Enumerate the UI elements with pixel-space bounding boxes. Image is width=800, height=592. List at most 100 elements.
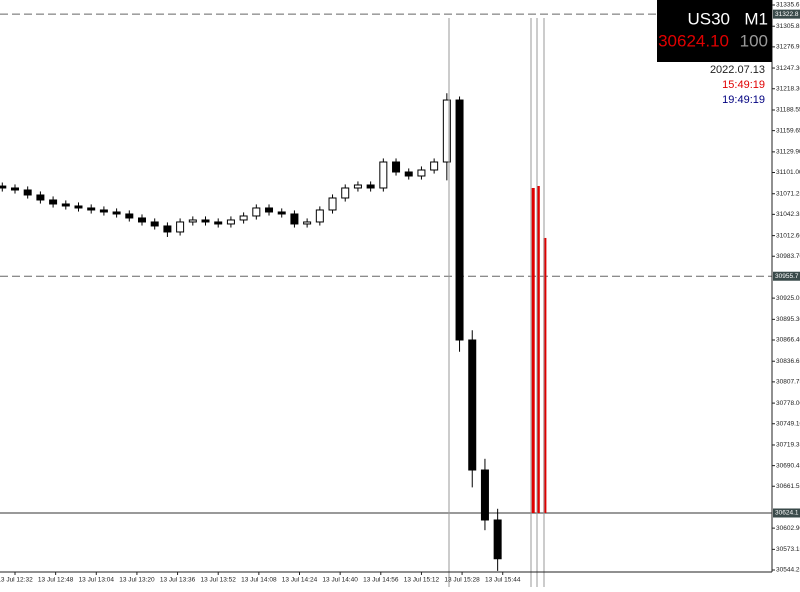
candle-body [10, 187, 19, 191]
timeframe: M1 [744, 9, 768, 28]
candle-body [404, 171, 413, 177]
y-tick-label: 31101.00 [776, 169, 800, 176]
level-label-box [773, 508, 800, 518]
candle-body [265, 207, 274, 213]
candle-body [353, 184, 362, 189]
y-tick-label: 30602.90 [776, 525, 800, 532]
x-tick-label: 13 Jul 12:48 [38, 577, 74, 584]
y-tick-label: 31335.6 [776, 2, 800, 9]
x-tick-label: 13 Jul 14:24 [282, 577, 318, 584]
bid-price: 30624.10 [658, 31, 729, 50]
candle-body [277, 211, 286, 215]
y-tick-label: 31305.85 [776, 23, 800, 30]
candle-body [99, 209, 108, 213]
local-time: 15:49:19 [722, 79, 765, 91]
candle-body [392, 161, 401, 173]
candle-body [442, 99, 451, 163]
candle-body [61, 203, 70, 207]
date: 2022.07.13 [710, 64, 765, 76]
y-tick-label: 30778.00 [776, 400, 800, 407]
candle-body [341, 187, 350, 199]
candle-body [201, 219, 210, 223]
server-time: 19:49:19 [722, 94, 765, 106]
spread: 100 [740, 31, 768, 50]
x-tick-label: 13 Jul 14:08 [241, 577, 277, 584]
level-label-box [773, 9, 800, 19]
level-label: 30624.1 [775, 510, 799, 517]
x-tick-label: 13 Jul 14:56 [363, 577, 399, 584]
y-tick-label: 31042.35 [776, 211, 800, 218]
x-tick-label: 13 Jul 15:28 [444, 577, 480, 584]
candle-body [493, 519, 502, 560]
candle-body [417, 169, 426, 177]
x-tick-label: 13 Jul 13:52 [201, 577, 237, 584]
candle-body [315, 209, 324, 223]
signal-bar [543, 237, 547, 513]
candle-body [36, 194, 45, 201]
plot-area [0, 13, 772, 571]
y-tick-label: 31159.65 [776, 127, 800, 134]
candle-body [214, 221, 223, 225]
candle-body [303, 221, 312, 225]
level-label-box [773, 271, 800, 281]
candle-body [150, 221, 159, 227]
candle-body [430, 161, 439, 171]
candle-body [23, 189, 32, 196]
candle-body [226, 219, 235, 225]
symbol: US30 [687, 9, 730, 28]
info-box [657, 0, 772, 62]
candle-body [176, 221, 185, 233]
level-label: 30955.7 [775, 273, 799, 280]
y-tick-label: 31276.95 [776, 44, 800, 51]
y-tick-label: 30895.30 [776, 316, 800, 323]
x-tick-label: 13 Jul 13:20 [119, 577, 155, 584]
candle-body [252, 207, 261, 217]
y-tick-label: 30661.55 [776, 483, 800, 490]
y-tick-label: 30749.10 [776, 420, 800, 427]
candle-body [0, 185, 7, 189]
y-tick-label: 31247.30 [776, 65, 800, 72]
candle-body [468, 339, 477, 471]
y-tick-label: 30544.25 [776, 567, 800, 574]
y-tick-label: 30690.45 [776, 462, 800, 469]
x-tick-label: 13 Jul 14:40 [322, 577, 358, 584]
x-tick-label: 13 Jul 13:04 [79, 577, 115, 584]
x-tick-label: 13 Jul 15:44 [485, 577, 521, 584]
signal-bar [531, 187, 535, 513]
candle-body [290, 213, 299, 225]
candle-body [74, 205, 83, 209]
y-tick-label: 31188.55 [776, 107, 800, 114]
candle-body [112, 211, 121, 215]
y-tick-label: 30719.35 [776, 442, 800, 449]
candle-body [87, 207, 96, 211]
candle-body [163, 225, 172, 233]
candle-body [455, 99, 464, 341]
y-tick-label: 31218.30 [776, 85, 800, 92]
y-tick-label: 30836.65 [776, 358, 800, 365]
candle-body [125, 213, 134, 219]
y-tick-label: 31012.60 [776, 232, 800, 239]
candle-body [188, 219, 197, 223]
x-tick-label: 13 Jul 15:12 [404, 577, 440, 584]
signal-bar [536, 185, 540, 513]
candle-body [480, 469, 489, 521]
y-tick-label: 30573.15 [776, 546, 800, 553]
x-tick-label: 13 Jul 12:32 [0, 577, 33, 584]
candle-body [49, 199, 58, 205]
candle-body [138, 217, 147, 223]
info-panel: US30 M1 30624.10 100 2022.07.13 15:49:19… [657, 0, 772, 106]
y-tick-label: 30866.40 [776, 337, 800, 344]
y-tick-label: 31071.25 [776, 190, 800, 197]
y-tick-label: 30807.75 [776, 379, 800, 386]
candle-body [328, 197, 337, 211]
candle-body [379, 161, 388, 189]
y-tick-label: 30925.05 [776, 295, 800, 302]
level-label: 31322.8 [775, 11, 799, 18]
candle-body [239, 215, 248, 221]
y-tick-label: 30983.70 [776, 253, 800, 260]
y-tick-label: 31129.90 [776, 149, 800, 156]
x-tick-label: 13 Jul 13:36 [160, 577, 196, 584]
